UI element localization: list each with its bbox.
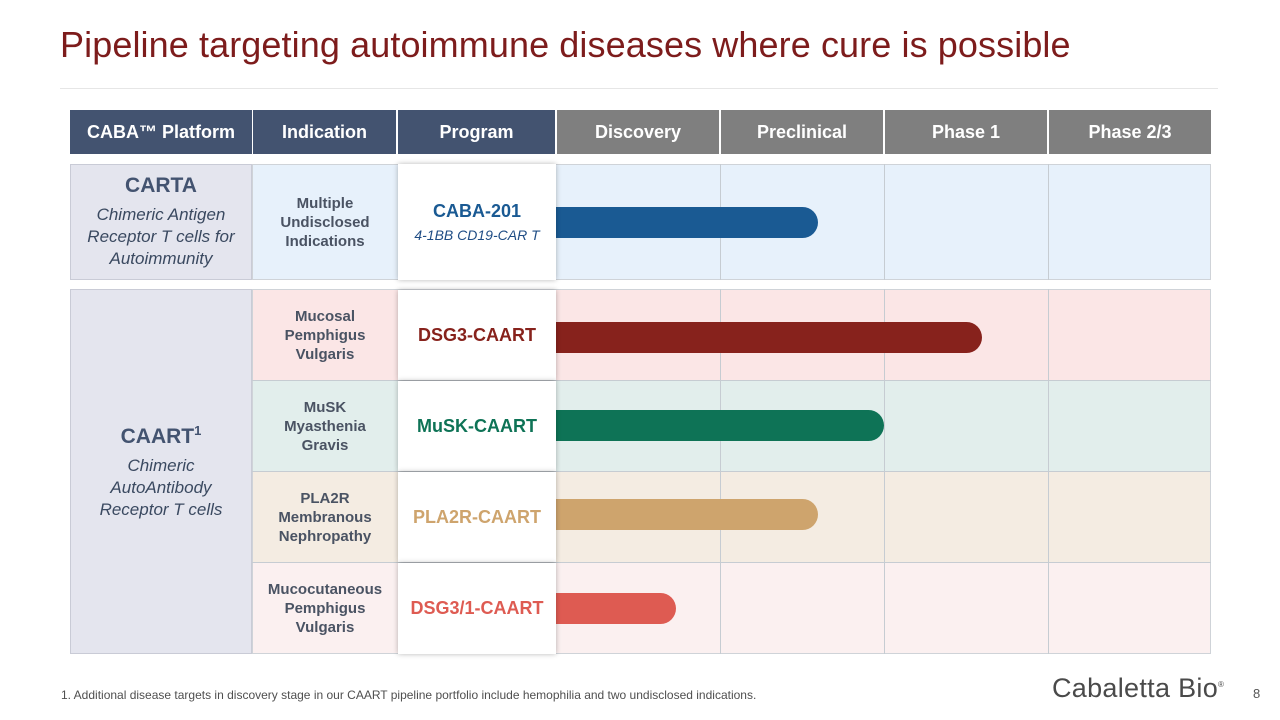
platform-description: Chimeric Antigen Receptor T cells for Au… xyxy=(87,204,234,270)
program-subtitle: 4-1BB CD19-CAR T xyxy=(414,227,540,243)
platform-description: Chimeric AutoAntibody Receptor T cells xyxy=(100,455,223,521)
page-title: Pipeline targeting autoimmune diseases w… xyxy=(60,24,1071,65)
progress-bar-dsg3-1-caart xyxy=(556,593,676,624)
platform-desc-line: Chimeric Antigen xyxy=(96,205,226,224)
program-card-caba-201: CABA-201 4-1BB CD19-CAR T xyxy=(398,164,556,280)
grid-line xyxy=(1048,164,1049,280)
indication-cell: PLA2R Membranous Nephropathy xyxy=(252,472,398,563)
platform-desc-line: Chimeric xyxy=(127,455,195,475)
platform-desc-line: AutoAntibody xyxy=(110,477,212,497)
indication-line: Mucocutaneous xyxy=(267,581,383,598)
grid-line xyxy=(884,164,885,280)
header-indication: Indication xyxy=(253,110,396,154)
indication-cell: Mucocutaneous Pemphigus Vulgaris xyxy=(252,563,398,654)
title-divider xyxy=(60,88,1218,89)
company-logo: Cabaletta Bio® xyxy=(1052,673,1224,704)
header-program: Program xyxy=(398,110,555,154)
program-card-musk-caart: MuSK-CAART xyxy=(398,381,556,471)
indication-line: Nephropathy xyxy=(278,528,372,545)
indication-line: Multiple xyxy=(296,194,354,212)
platform-desc-line: Autoimmunity xyxy=(109,249,213,268)
indication-line: Vulgaris xyxy=(295,619,355,636)
header-platform: CABA™ Platform xyxy=(70,110,252,154)
progress-bar-pla2r-caart xyxy=(556,499,818,530)
indication-line: Undisclosed xyxy=(280,213,370,231)
indication-cell: MuSK Myasthenia Gravis xyxy=(252,381,398,472)
program-name: MuSK-CAART xyxy=(417,415,537,436)
platform-name-text: CAART xyxy=(120,424,195,448)
platform-caart: CAART1 Chimeric AutoAntibody Receptor T … xyxy=(70,289,252,654)
progress-bar-caba-201 xyxy=(556,207,818,238)
indication-line: Membranous xyxy=(278,509,372,526)
logo-text: Cabaletta Bio xyxy=(1052,673,1219,703)
indication-line: Mucosal xyxy=(294,308,355,325)
indication-line: PLA2R xyxy=(300,490,350,507)
platform-desc-line: Receptor T cells xyxy=(99,499,223,519)
footnote: 1. Additional disease targets in discove… xyxy=(61,688,757,702)
indication-line: Gravis xyxy=(301,437,349,454)
grid-line xyxy=(252,562,1211,563)
platform-desc-line: Receptor T cells for xyxy=(87,227,235,246)
page-number: 8 xyxy=(1253,686,1261,701)
program-card-dsg3-1-caart: DSG3/1-CAART xyxy=(398,563,556,654)
program-name: CABA-201 xyxy=(432,201,522,221)
program-name: DSG3-CAART xyxy=(417,324,536,345)
indication-line: Myasthenia xyxy=(284,418,366,435)
grid-line xyxy=(252,471,1211,472)
program-name: PLA2R-CAART xyxy=(413,506,541,527)
header-phase-1: Phase 1 xyxy=(885,110,1047,154)
program-name: DSG3/1-CAART xyxy=(410,598,544,618)
indication-line: Pemphigus xyxy=(284,600,366,617)
header-discovery: Discovery xyxy=(557,110,719,154)
footnote-ref: 1 xyxy=(194,422,202,438)
registered-mark: ® xyxy=(1218,680,1225,689)
program-card-pla2r-caart: PLA2R-CAART xyxy=(398,472,556,562)
indication-line: Pemphigus xyxy=(284,327,366,344)
indication-cell: Mucosal Pemphigus Vulgaris xyxy=(252,290,398,381)
progress-bar-musk-caart xyxy=(556,410,884,441)
platform-carta: CARTA Chimeric Antigen Receptor T cells … xyxy=(70,164,252,280)
header-preclinical: Preclinical xyxy=(721,110,883,154)
progress-bar-dsg3-caart xyxy=(556,322,982,353)
grid-line xyxy=(252,380,1211,381)
indication-line: MuSK xyxy=(303,399,347,416)
indication-line: Indications xyxy=(285,232,365,250)
header-phase-2-3: Phase 2/3 xyxy=(1049,110,1211,154)
platform-name: CARTA xyxy=(125,174,197,197)
indication-line: Vulgaris xyxy=(295,346,355,363)
program-card-dsg3-caart: DSG3-CAART xyxy=(398,290,556,380)
indication-cell: Multiple Undisclosed Indications xyxy=(252,164,398,280)
platform-name: CAART1 xyxy=(121,423,202,449)
